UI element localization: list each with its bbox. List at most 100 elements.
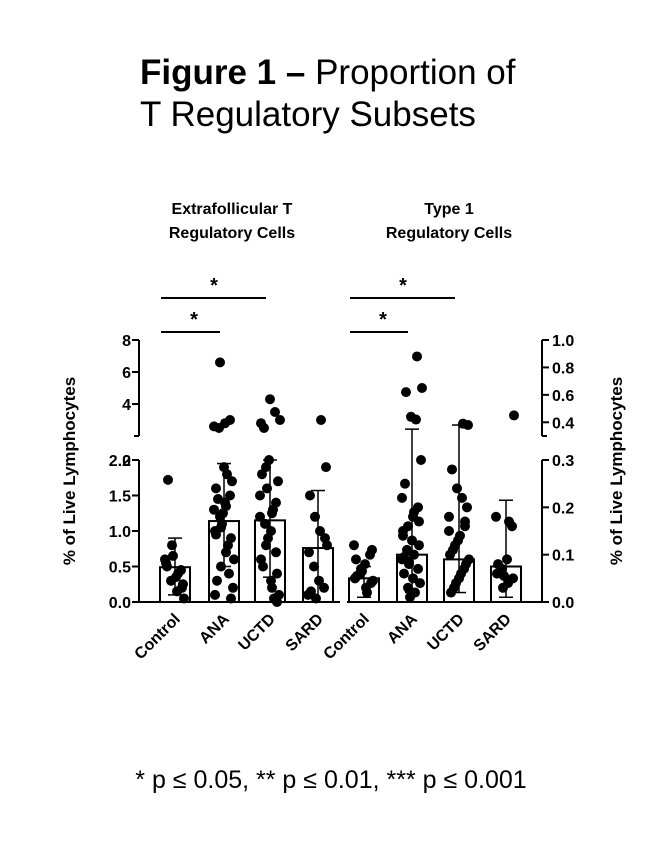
data-point — [209, 504, 219, 515]
data-point — [415, 578, 425, 589]
data-point — [226, 593, 236, 604]
data-point — [405, 592, 415, 603]
data-point — [316, 415, 326, 425]
y-axis-label: % of Live Lymphocytes — [607, 377, 626, 565]
data-point — [265, 394, 275, 405]
y-tick-label: 6 — [122, 365, 131, 382]
data-point — [399, 552, 409, 563]
data-point — [306, 586, 316, 597]
y-tick-label: 1.0 — [552, 333, 574, 350]
data-point — [493, 559, 503, 570]
y-axis-label: % of Live Lymphocytes — [60, 377, 79, 565]
data-point — [509, 410, 519, 421]
data-point — [502, 554, 512, 565]
x-category-label: SARD — [471, 611, 515, 655]
data-point — [351, 554, 361, 565]
data-point — [367, 544, 377, 555]
data-point — [275, 415, 285, 425]
data-point — [215, 357, 225, 368]
data-point — [272, 597, 282, 607]
panel-title-line: Type 1 — [424, 201, 474, 218]
data-point — [413, 563, 423, 574]
y-tick-label: 0.0 — [109, 595, 131, 612]
y-tick-label: 0.3 — [552, 453, 574, 470]
data-point — [504, 516, 514, 527]
data-point — [229, 554, 239, 565]
data-point — [178, 579, 188, 590]
data-point — [399, 568, 409, 579]
y-tick-label: 1.5 — [109, 489, 131, 506]
significance-footnote: * p ≤ 0.05, ** p ≤ 0.01, *** p ≤ 0.001 — [135, 766, 527, 794]
data-point — [349, 540, 359, 551]
x-category-label: ANA — [384, 610, 421, 647]
data-point — [305, 490, 315, 501]
data-point — [368, 575, 378, 586]
y-tick-label: 2 — [122, 453, 131, 470]
data-point — [409, 549, 419, 560]
data-point — [267, 508, 277, 519]
data-point — [273, 476, 283, 487]
data-point — [452, 483, 462, 494]
data-point — [209, 421, 219, 432]
y-tick-label: 0.2 — [552, 500, 574, 517]
data-point — [491, 511, 501, 522]
y-tick-label: 0.0 — [552, 595, 574, 612]
data-point — [449, 582, 459, 593]
data-point — [227, 476, 237, 487]
data-point — [221, 501, 231, 512]
data-point — [224, 568, 234, 579]
data-point — [406, 411, 416, 422]
data-point — [260, 518, 270, 529]
y-tick-label: 0.4 — [552, 415, 574, 432]
data-point — [315, 526, 325, 536]
data-point — [398, 526, 408, 536]
y-tick-label: 0.1 — [552, 548, 574, 565]
data-point — [416, 455, 426, 465]
data-point — [417, 383, 427, 393]
data-point — [311, 593, 321, 604]
panel-title-line: Regulatory Cells — [386, 225, 512, 242]
data-point — [173, 568, 183, 579]
data-point — [258, 561, 268, 572]
data-point — [458, 418, 468, 429]
data-point — [163, 474, 173, 485]
data-point — [444, 526, 454, 536]
data-point — [228, 582, 238, 593]
significance-star: * — [190, 309, 198, 331]
data-point — [261, 462, 271, 473]
y-tick-label: 1.0 — [109, 524, 131, 541]
data-point — [179, 593, 189, 604]
data-point — [162, 561, 172, 572]
data-point — [255, 511, 265, 522]
data-point — [210, 589, 220, 600]
data-point — [223, 540, 233, 551]
x-category-label: ANA — [196, 610, 233, 647]
data-point — [414, 516, 424, 527]
data-point — [216, 561, 226, 572]
data-point — [397, 492, 407, 503]
data-point — [401, 387, 411, 398]
x-category-label: UCTD — [235, 611, 278, 654]
data-point — [408, 573, 418, 584]
data-point — [168, 550, 178, 561]
data-point — [304, 547, 314, 558]
data-point — [213, 494, 223, 505]
data-point — [220, 418, 230, 429]
data-point — [219, 462, 229, 473]
data-point — [310, 511, 320, 522]
data-point — [448, 544, 458, 555]
data-point — [407, 535, 417, 546]
x-category-label: SARD — [283, 611, 327, 655]
data-point — [444, 511, 454, 522]
data-point — [256, 418, 266, 429]
data-point — [322, 540, 332, 551]
data-point — [314, 575, 324, 586]
data-point — [211, 529, 221, 540]
data-point — [166, 575, 176, 586]
data-point — [270, 407, 280, 417]
figure-title-bold: Figure 1 – — [140, 53, 306, 92]
panel-title-line: Extrafollicular T — [172, 201, 293, 218]
data-point — [309, 561, 319, 572]
data-point — [321, 462, 331, 473]
